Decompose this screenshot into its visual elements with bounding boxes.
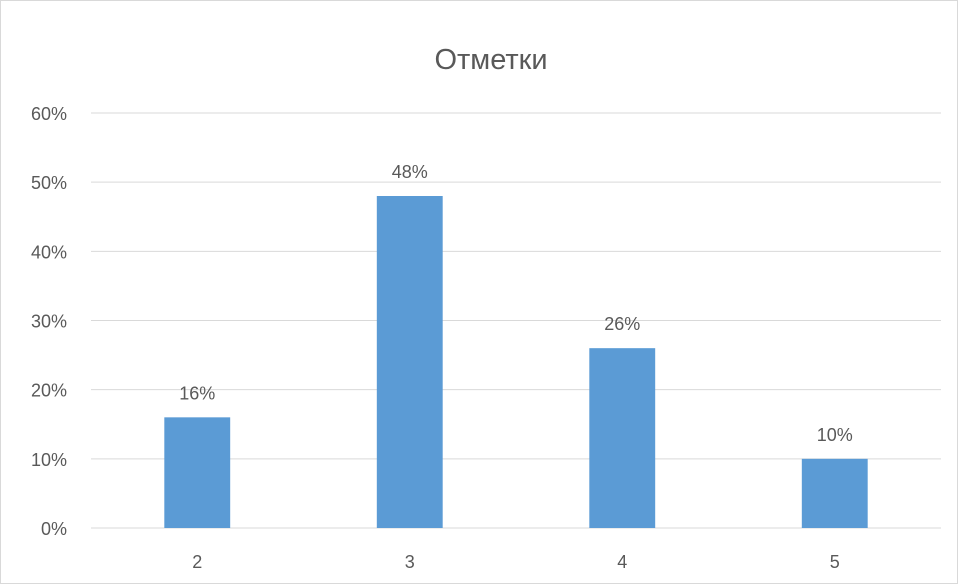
chart-title: Отметки bbox=[434, 44, 547, 76]
data-label: 26% bbox=[604, 314, 640, 334]
y-tick-label: 50% bbox=[31, 173, 67, 193]
gridlines bbox=[91, 112, 941, 529]
y-tick-label: 30% bbox=[31, 312, 67, 332]
bar bbox=[801, 458, 868, 528]
y-tick-label: 20% bbox=[31, 381, 67, 401]
data-label: 10% bbox=[817, 425, 853, 445]
data-label: 48% bbox=[392, 162, 428, 182]
bar bbox=[164, 417, 231, 528]
bar bbox=[589, 348, 656, 528]
y-tick-label: 10% bbox=[31, 450, 67, 470]
data-labels: 16% 48% 26% 10% bbox=[179, 162, 853, 445]
y-tick-label: 60% bbox=[31, 104, 67, 124]
y-tick-label: 40% bbox=[31, 242, 67, 262]
data-label: 16% bbox=[179, 383, 215, 403]
x-axis-tick-labels: 2 3 4 5 bbox=[192, 552, 840, 572]
bar bbox=[376, 196, 443, 528]
x-tick-label: 5 bbox=[830, 552, 840, 572]
x-tick-label: 4 bbox=[617, 552, 627, 572]
bars bbox=[164, 196, 868, 528]
x-tick-label: 3 bbox=[405, 552, 415, 572]
y-tick-label: 0% bbox=[41, 519, 67, 539]
y-axis-tick-labels: 0% 10% 20% 30% 40% 50% 60% bbox=[31, 104, 67, 539]
x-tick-label: 2 bbox=[192, 552, 202, 572]
